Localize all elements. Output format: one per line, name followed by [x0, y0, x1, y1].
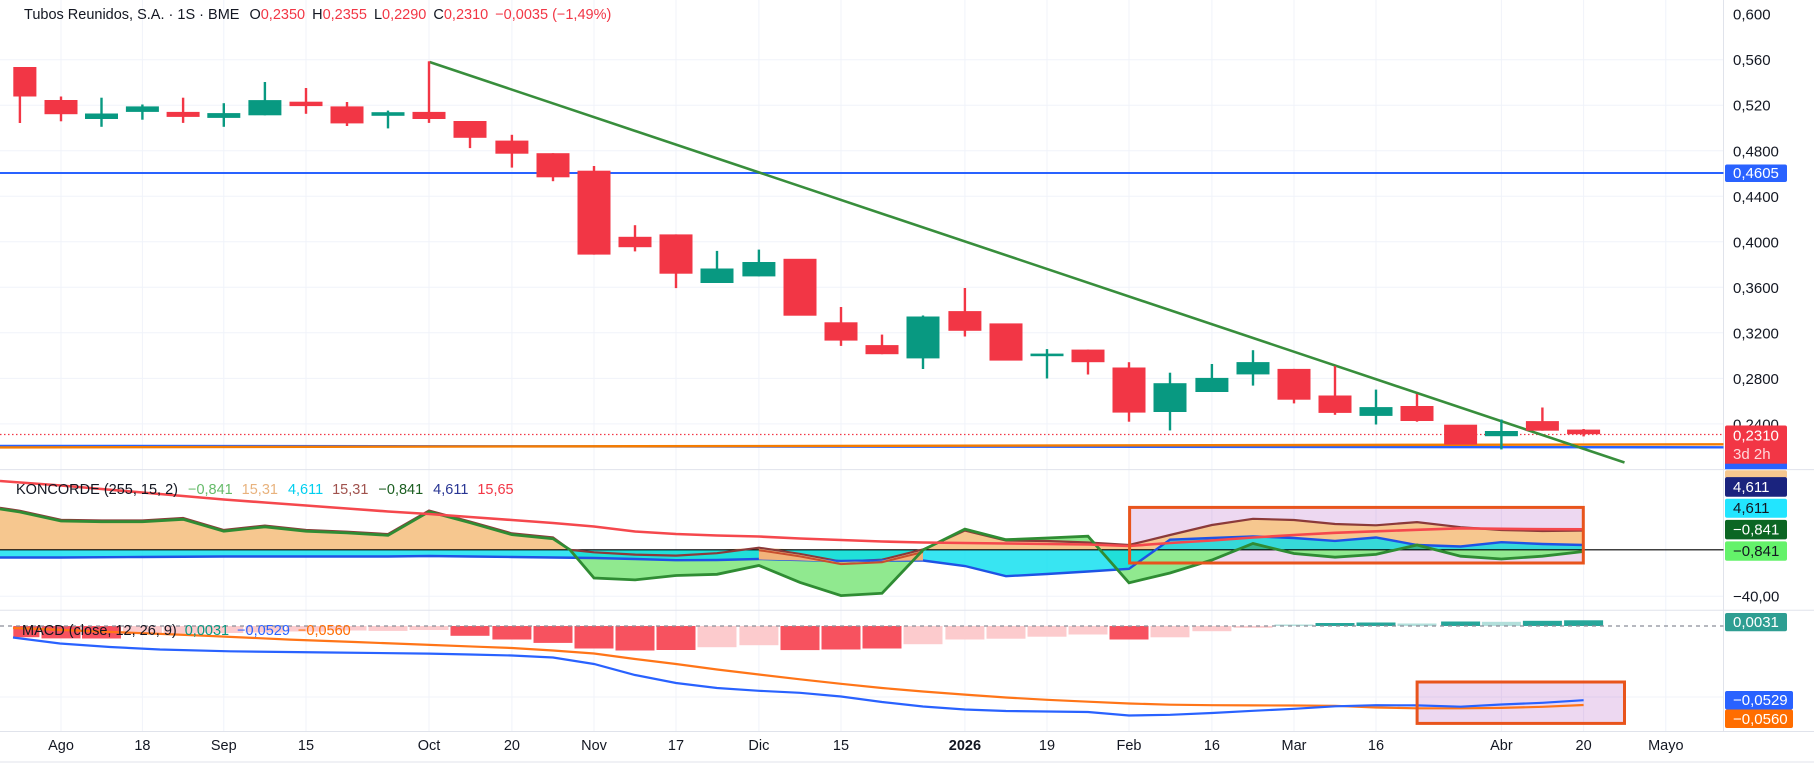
svg-text:15: 15: [833, 738, 849, 754]
svg-text:0,4605: 0,4605: [1733, 165, 1779, 182]
svg-text:0,2800: 0,2800: [1733, 371, 1779, 388]
svg-text:Oct: Oct: [418, 738, 441, 754]
svg-text:0,3600: 0,3600: [1733, 280, 1779, 297]
svg-text:−0,841: −0,841: [1733, 543, 1779, 560]
svg-text:Mayo: Mayo: [1648, 738, 1683, 754]
svg-text:0,3200: 0,3200: [1733, 325, 1779, 342]
svg-text:20: 20: [504, 738, 520, 754]
svg-text:Mar: Mar: [1282, 738, 1307, 754]
svg-text:0,0031: 0,0031: [1733, 614, 1779, 631]
svg-text:0,4400: 0,4400: [1733, 189, 1779, 206]
svg-text:Ago: Ago: [48, 738, 74, 754]
svg-text:17: 17: [668, 738, 684, 754]
svg-text:−0,841: −0,841: [1733, 522, 1779, 539]
svg-text:Sep: Sep: [211, 738, 237, 754]
svg-text:Abr: Abr: [1490, 738, 1513, 754]
svg-text:Dic: Dic: [748, 738, 769, 754]
svg-text:0,4000: 0,4000: [1733, 234, 1779, 251]
svg-text:20: 20: [1576, 738, 1592, 754]
svg-text:18: 18: [134, 738, 150, 754]
svg-text:Feb: Feb: [1117, 738, 1142, 754]
svg-text:−40,00: −40,00: [1733, 589, 1779, 606]
svg-text:0,4800: 0,4800: [1733, 143, 1779, 160]
svg-text:MACD (close, 12, 26, 9)0,0031−: MACD (close, 12, 26, 9) 0,0031 −0,0529 −0,0…: [22, 623, 351, 639]
svg-text:4,611: 4,611: [1733, 479, 1769, 496]
svg-text:16: 16: [1204, 738, 1220, 754]
svg-text:16: 16: [1368, 738, 1384, 754]
svg-text:−0,0560: −0,0560: [1733, 711, 1788, 728]
svg-text:19: 19: [1039, 738, 1055, 754]
svg-text:−0,0529: −0,0529: [1733, 692, 1788, 709]
svg-text:15: 15: [298, 738, 314, 754]
svg-text:Tubos Reunidos, S.A. · 1S · BM: Tubos Reunidos, S.A. · 1S · BME O0,2350 H0…: [24, 7, 611, 23]
svg-text:Nov: Nov: [581, 738, 608, 754]
svg-text:3d 2h: 3d 2h: [1733, 446, 1771, 463]
svg-text:2026: 2026: [949, 738, 981, 754]
svg-text:0,520: 0,520: [1733, 98, 1771, 115]
svg-text:4,611: 4,611: [1733, 500, 1769, 517]
svg-text:0,2310: 0,2310: [1733, 428, 1779, 445]
svg-text:0,560: 0,560: [1733, 52, 1771, 69]
svg-text:0,600: 0,600: [1733, 7, 1771, 24]
